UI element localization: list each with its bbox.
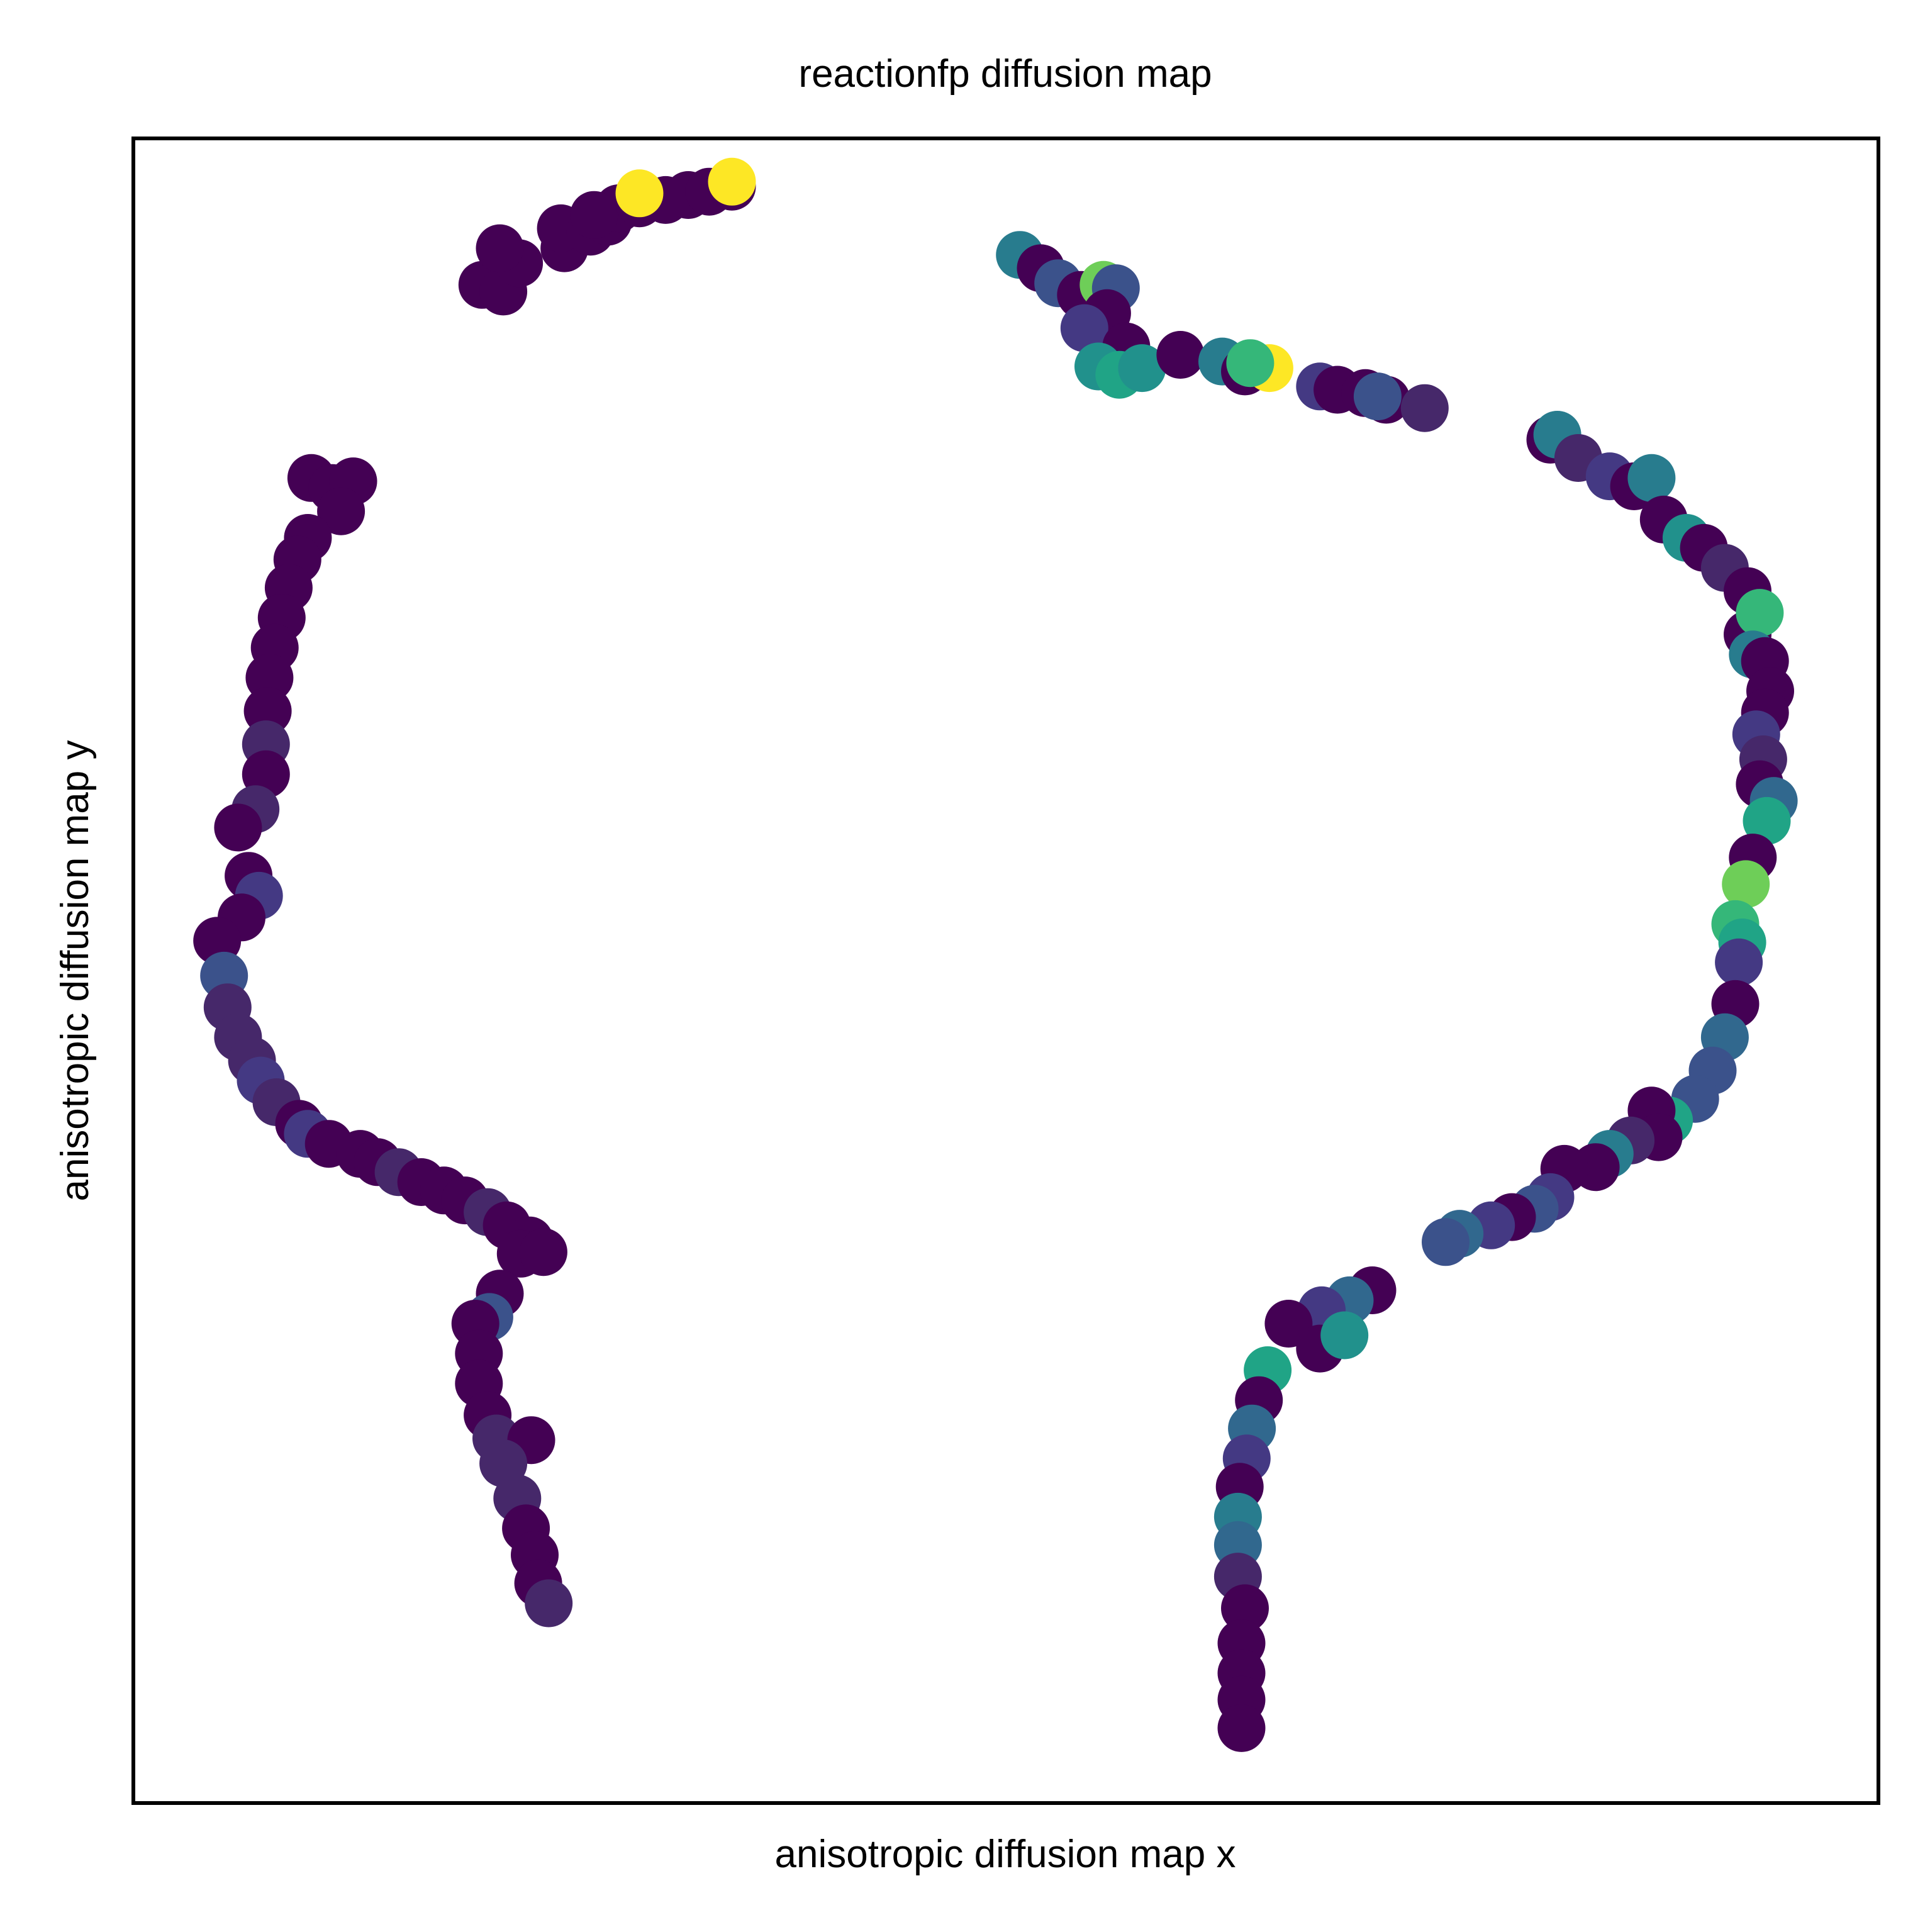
scatter-point-81 xyxy=(1118,344,1166,393)
scatter-point-105 xyxy=(1736,589,1784,637)
scatter-point-119 xyxy=(1715,938,1763,986)
points-layer xyxy=(193,157,1798,1752)
scatter-point-9 xyxy=(570,191,618,239)
scatter-point-20 xyxy=(317,487,365,535)
chart-title: reactionfp diffusion map xyxy=(798,52,1212,96)
plot-frame xyxy=(131,137,1880,1805)
scatter-point-116 xyxy=(1722,860,1770,908)
scatter-point-82 xyxy=(1156,331,1205,379)
scatter-point-16 xyxy=(708,157,756,206)
scatter-point-55 xyxy=(519,1228,567,1276)
scatter-point-98 xyxy=(1627,454,1676,502)
scatter-point-69 xyxy=(525,1579,573,1628)
scatter-point-77 xyxy=(1060,304,1108,352)
scatter-point-86 xyxy=(1226,339,1275,388)
scatter-point-3 xyxy=(476,224,524,272)
y-axis-label: anisotropic diffusion map y xyxy=(53,740,97,1202)
x-axis-label: anisotropic diffusion map x xyxy=(775,1833,1236,1876)
scatter-point-15 xyxy=(615,169,664,218)
scatter-point-155 xyxy=(1217,1704,1266,1752)
scatter-point-136 xyxy=(1422,1218,1470,1266)
scatter-point-31 xyxy=(214,803,262,852)
scatter-point-142 xyxy=(1320,1311,1369,1360)
scatter-point-92 xyxy=(1353,372,1402,421)
scatter-point-91 xyxy=(1400,384,1449,432)
scatter-point-114 xyxy=(1743,796,1791,845)
scatter-point-151 xyxy=(1221,1584,1269,1633)
